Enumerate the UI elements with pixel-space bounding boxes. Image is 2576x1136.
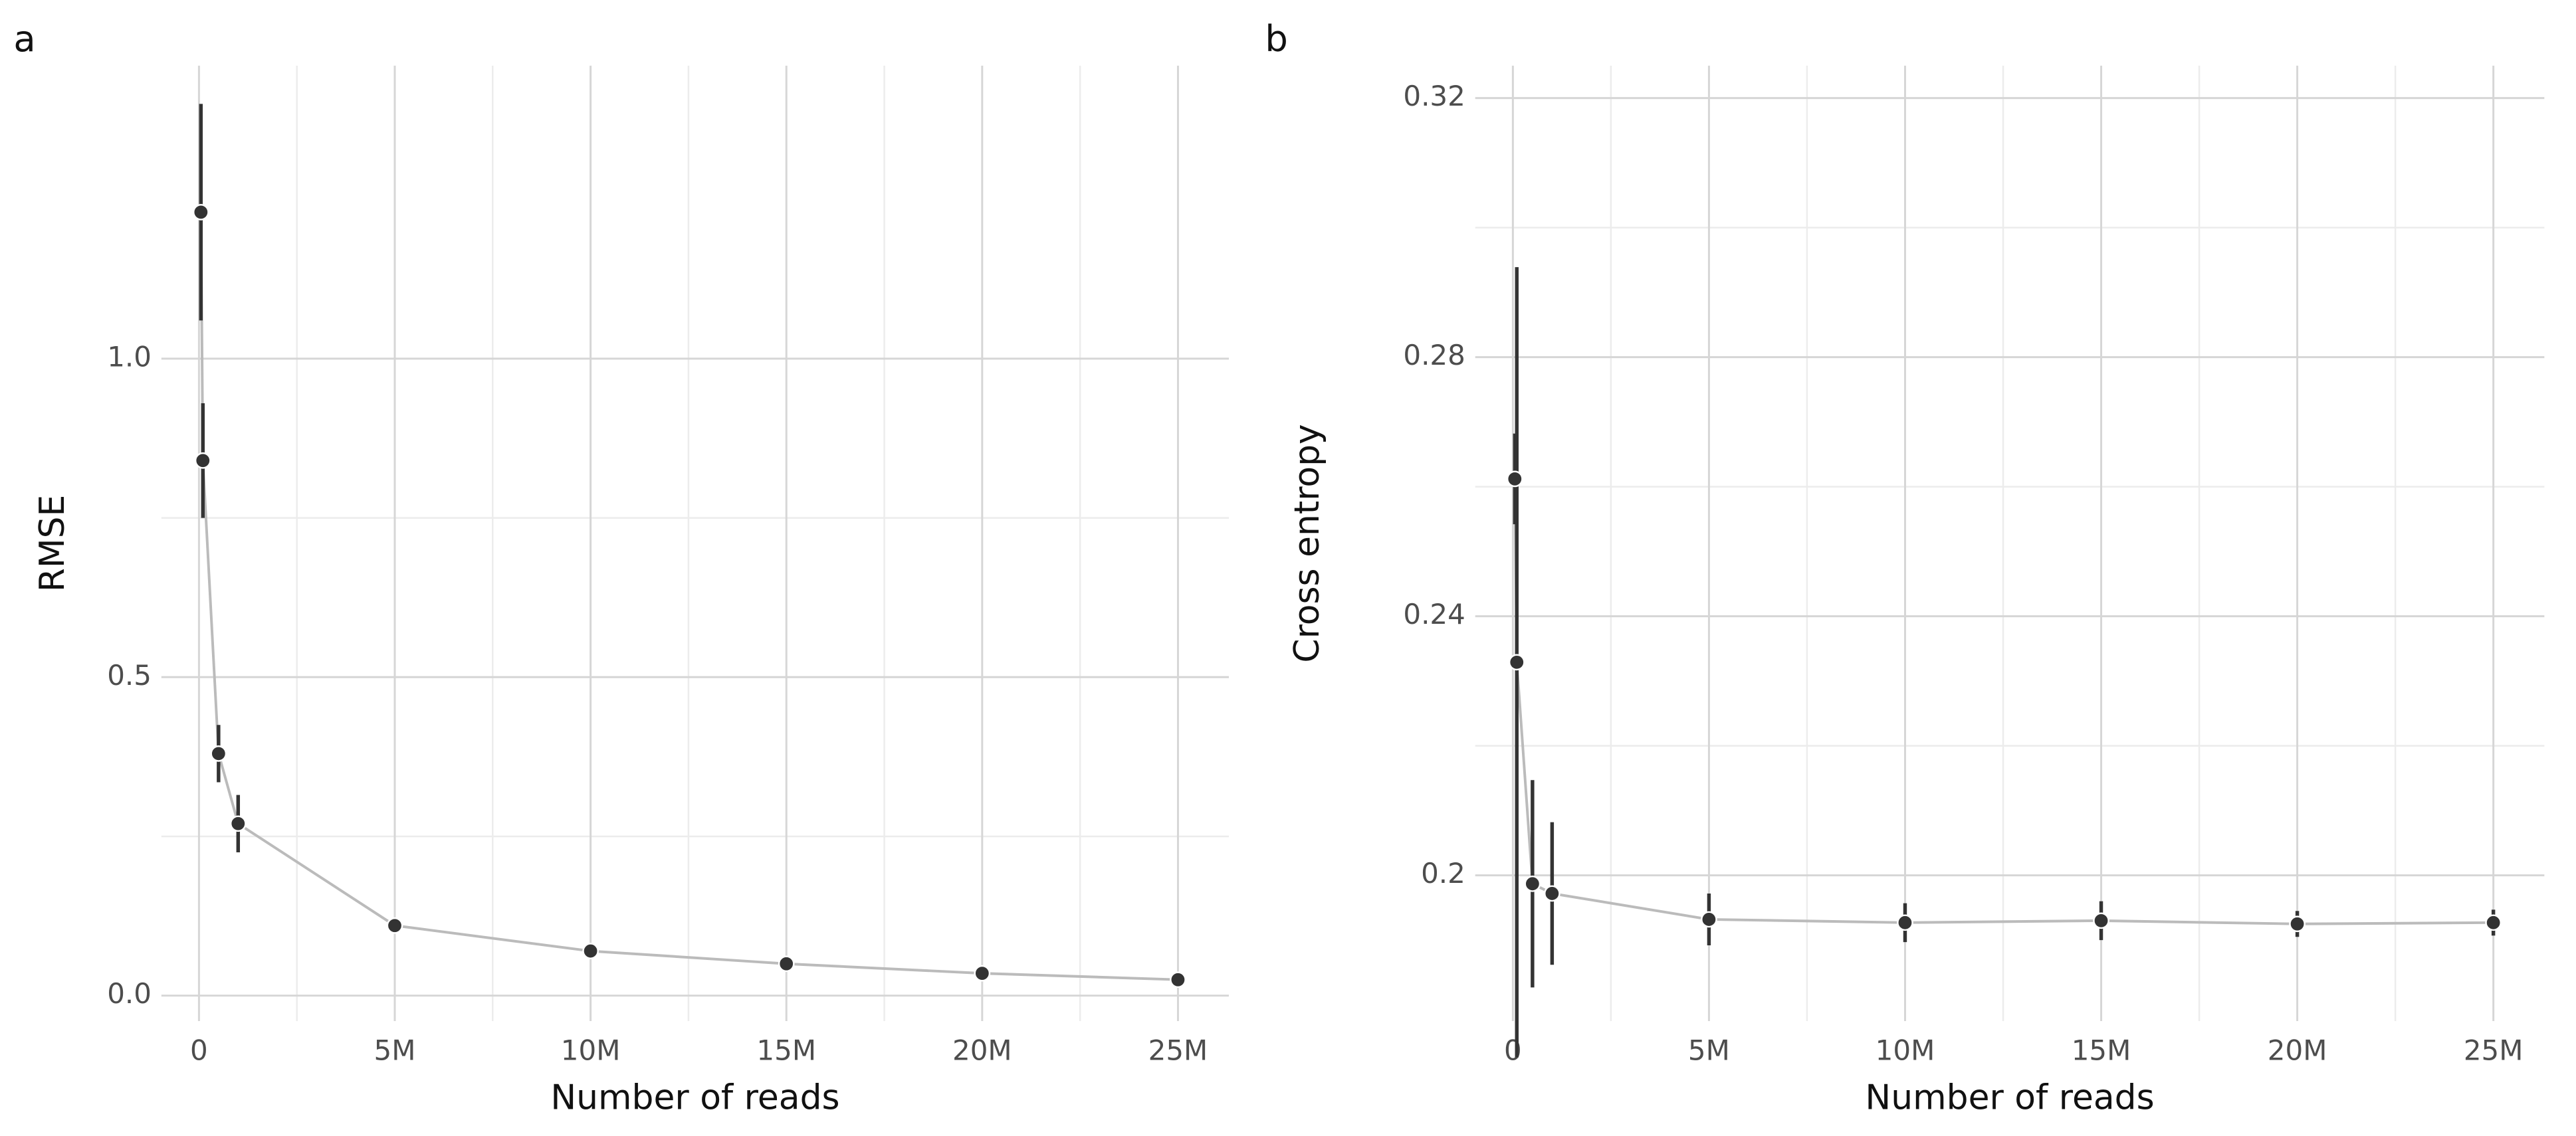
panel-label: a <box>13 18 35 60</box>
data-point <box>1897 914 1913 931</box>
panel-label: b <box>1265 18 1288 60</box>
x-tick-label: 0 <box>1504 1034 1522 1066</box>
x-tick-label: 25M <box>2464 1034 2523 1066</box>
y-axis-title: Cross entropy <box>1287 424 1327 662</box>
y-tick-label: 0.32 <box>1403 80 1465 112</box>
data-point <box>2093 912 2109 929</box>
y-tick-label: 0.2 <box>1421 857 1465 890</box>
data-point <box>1170 971 1186 989</box>
data-point <box>229 815 247 832</box>
data-point <box>194 452 211 469</box>
y-tick-label: 0.28 <box>1403 339 1465 371</box>
data-point <box>210 745 227 762</box>
data-point <box>1508 654 1525 671</box>
y-tick-label: 0.24 <box>1403 598 1465 630</box>
data-point <box>1506 470 1523 488</box>
series-line <box>1513 478 2494 925</box>
x-tick-label: 20M <box>2268 1034 2327 1066</box>
x-tick-label: 20M <box>952 1034 1012 1066</box>
x-axis-title: Number of reads <box>1865 1078 2154 1118</box>
y-tick-label: 0.5 <box>107 659 152 692</box>
x-tick-label: 15M <box>2072 1034 2131 1066</box>
x-tick-label: 25M <box>1148 1034 1208 1066</box>
series-line <box>199 212 1178 981</box>
x-tick-label: 15M <box>756 1034 816 1066</box>
data-point <box>778 955 795 973</box>
data-point <box>582 943 599 959</box>
data-point <box>1524 875 1541 892</box>
x-tick-label: 5M <box>1688 1034 1730 1066</box>
x-tick-label: 0 <box>190 1034 208 1066</box>
x-tick-label: 5M <box>374 1034 416 1066</box>
y-tick-label: 1.0 <box>107 340 152 373</box>
x-axis-title: Number of reads <box>550 1078 839 1118</box>
data-point <box>2485 914 2502 931</box>
y-tick-label: 0.0 <box>107 977 152 1010</box>
x-tick-label: 10M <box>1876 1034 1935 1066</box>
y-axis-title: RMSE <box>33 495 72 593</box>
data-point <box>2289 915 2306 933</box>
data-point <box>192 204 209 221</box>
data-point <box>1701 911 1717 928</box>
data-point <box>386 917 403 934</box>
data-point <box>974 965 991 982</box>
data-point <box>1544 885 1560 902</box>
x-tick-label: 10M <box>561 1034 621 1066</box>
